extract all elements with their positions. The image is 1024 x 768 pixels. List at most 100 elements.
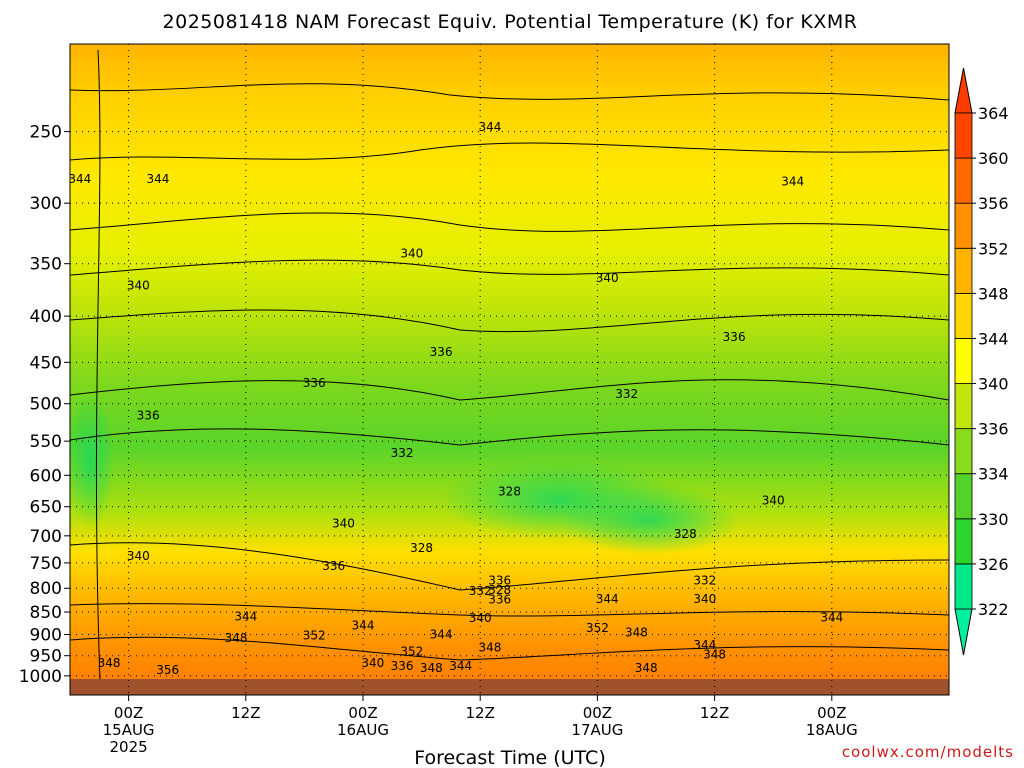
colorbar-tick-label: 348	[978, 284, 1009, 303]
colorbar-tick-label: 322	[978, 600, 1009, 619]
y-tick-label: 650	[30, 498, 62, 518]
chart-title: 2025081418 NAM Forecast Equiv. Potential…	[163, 11, 858, 33]
colorbar-tick-label: 352	[978, 239, 1009, 258]
green-core-3	[70, 390, 115, 530]
contour-line	[70, 636, 949, 661]
colorbar-tick-label: 326	[978, 555, 1009, 574]
colorbar-segment	[954, 563, 973, 610]
colorbar-tick-label: 356	[978, 194, 1009, 213]
contour-label: 336	[303, 376, 326, 390]
contour-label: 340	[469, 611, 492, 625]
x-axis-label: Forecast Time (UTC)	[414, 747, 605, 768]
contour-label: 328	[488, 583, 511, 597]
contour-line	[70, 83, 949, 101]
colorbar-segment	[954, 112, 973, 159]
y-tick-label: 400	[30, 307, 62, 327]
contour-label: 340	[332, 516, 355, 530]
contour-label: 332	[615, 387, 638, 401]
contour-label: 332	[391, 446, 414, 460]
contour-line	[70, 428, 949, 446]
colorbar-segment	[954, 292, 973, 339]
colorbar-segment	[954, 247, 973, 294]
contour-label: 344	[234, 610, 257, 624]
colorbar-tick-label: 336	[978, 420, 1009, 439]
colorbar-segment	[954, 202, 973, 249]
y-tick-label: 800	[30, 579, 62, 599]
contour-label: 336	[488, 592, 511, 606]
contour-label: 348	[98, 656, 121, 670]
contour-label: 356	[156, 663, 179, 677]
contour-line	[70, 309, 949, 333]
colorbar-segment	[954, 428, 973, 475]
contour-label: 348	[625, 625, 648, 639]
y-tick-label: 600	[30, 466, 62, 486]
y-tick-label: 950	[30, 647, 62, 667]
colorbar-tick-label: 340	[978, 375, 1009, 394]
y-axis: 2503003504004505005506006507007508008509…	[19, 123, 70, 687]
contour-label: 332	[693, 573, 716, 587]
contour-label: 340	[762, 494, 785, 508]
contour-label: 348	[635, 661, 658, 675]
contour-label: 344	[146, 172, 169, 186]
colorbar-segment	[954, 157, 973, 204]
colorbar-tick-label: 330	[978, 510, 1009, 529]
y-tick-label: 350	[30, 255, 62, 275]
contour-label: 344	[781, 175, 804, 189]
x-tick-label: 12Z	[700, 704, 729, 722]
contour-label: 344	[820, 611, 843, 625]
x-tick-label: 15AUG	[103, 721, 155, 739]
contour-label: 344	[68, 172, 91, 186]
x-tick-label: 18AUG	[806, 721, 858, 739]
y-tick-label: 250	[30, 123, 62, 143]
y-tick-label: 500	[30, 395, 62, 415]
contour-label: 336	[391, 659, 414, 673]
contour-line	[95, 49, 101, 681]
contour-label: 340	[400, 246, 423, 260]
contour-label: 340	[596, 271, 619, 285]
contour-line	[70, 142, 949, 161]
y-tick-label: 700	[30, 527, 62, 547]
contour-label: 344	[449, 659, 472, 673]
x-tick-label: 2025	[110, 738, 148, 756]
contour-label: 340	[127, 279, 150, 293]
x-tick-label: 00Z	[114, 704, 143, 722]
contour-label: 348	[225, 631, 248, 645]
contour-label: 328	[498, 484, 521, 498]
x-tick-label: 00Z	[583, 704, 612, 722]
colorbar-tick-label: 334	[978, 465, 1009, 484]
x-tick-label: 00Z	[817, 704, 846, 722]
contour-label: 340	[693, 592, 716, 606]
y-tick-label: 550	[30, 432, 62, 452]
colorbar: 322 326 330 334 336 340 344 348 352 356 360 364	[954, 67, 1009, 656]
colorbar-tick-label: 360	[978, 149, 1009, 168]
contour-label: 340	[127, 549, 150, 563]
contour-label: 344	[693, 638, 716, 652]
grid-lines	[70, 44, 949, 695]
colorbar-segment	[954, 518, 973, 565]
colorbar-tick-label: 344	[978, 329, 1009, 348]
contour-line	[70, 542, 949, 591]
contour-line	[70, 259, 949, 276]
x-tick-label: 00Z	[348, 704, 377, 722]
plot-area: 344 344 344 344 340 340 340 336 336 336 336 332 332 3…	[68, 44, 949, 695]
credit-text: coolwx.com/modelts	[842, 743, 1014, 761]
contour-label: 328	[674, 527, 697, 541]
plot-frame	[69, 43, 950, 696]
contour-line	[70, 603, 949, 617]
y-tick-label: 850	[30, 603, 62, 623]
contour-label: 336	[723, 330, 746, 344]
contour-label: 336	[137, 408, 160, 422]
contour-line	[70, 212, 949, 232]
x-tick-label: 12Z	[466, 704, 495, 722]
contour-label: 344	[479, 120, 502, 134]
contour-labels: 344 344 344 344 340 340 340 336 336 336 336 332 332 3…	[68, 120, 843, 677]
green-core-2	[560, 485, 740, 555]
contour-label: 328	[410, 541, 433, 555]
y-tick-label: 1000	[19, 667, 62, 687]
colorbar-bottom-arrow	[954, 608, 973, 656]
colorbar-top-arrow	[954, 67, 973, 114]
contour-label: 352	[400, 645, 423, 659]
colorbar-segment	[954, 338, 973, 384]
contour-label: 344	[352, 619, 375, 633]
